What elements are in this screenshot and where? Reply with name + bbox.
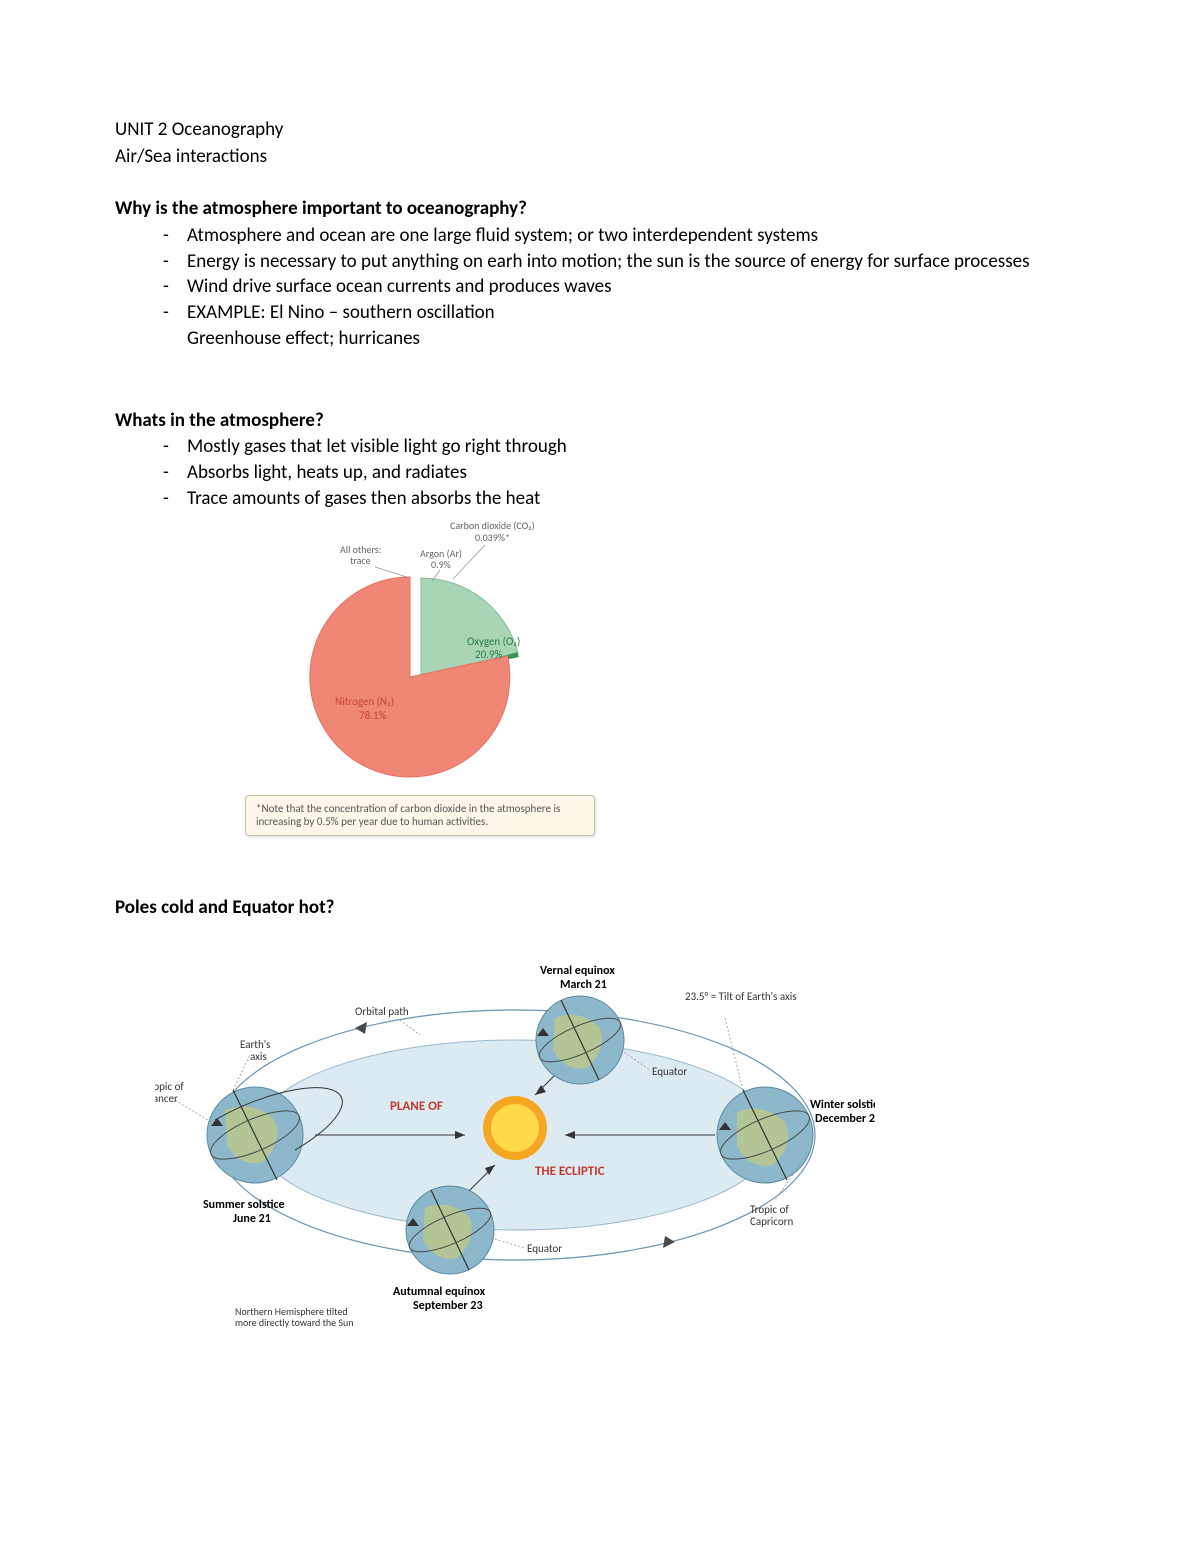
list-item: EXAMPLE: El Nino – southern oscillation bbox=[163, 301, 1085, 326]
section2-bullets: Mostly gases that let visible light go r… bbox=[115, 435, 1085, 511]
svg-text:Equator: Equator bbox=[652, 1065, 687, 1078]
section3-title: Poles cold and Equator hot? bbox=[115, 896, 1085, 921]
svg-text:Cancer: Cancer bbox=[155, 1092, 178, 1105]
svg-text:Capricorn: Capricorn bbox=[750, 1215, 793, 1228]
oxygen-value: 20.9% bbox=[475, 648, 503, 661]
svg-text:23.5° = Tilt of Earth's axis: 23.5° = Tilt of Earth's axis bbox=[685, 990, 797, 1003]
svg-text:Winter solstice: Winter solstice bbox=[810, 1098, 875, 1112]
list-item: Energy is necessary to put anything on e… bbox=[163, 250, 1085, 275]
ecliptic-orbit-diagram: PLANE OF THE ECLIPTIC Earth's axis Tropi… bbox=[155, 940, 875, 1330]
list-item: Trace amounts of gases then absorbs the … bbox=[163, 487, 1085, 512]
svg-text:Autumnal equinox: Autumnal equinox bbox=[393, 1285, 486, 1299]
section1-continuation: Greenhouse effect; hurricanes bbox=[115, 327, 1085, 352]
nitrogen-value: 78.1% bbox=[359, 709, 387, 722]
svg-text:Equator: Equator bbox=[527, 1242, 562, 1255]
pie-chart-container: Carbon dioxide (CO₂) 0.039%* All others:… bbox=[235, 517, 1085, 835]
sun-inner bbox=[491, 1104, 539, 1152]
plane-label-bottom: THE ECLIPTIC bbox=[535, 1164, 605, 1179]
svg-text:September 23: September 23 bbox=[413, 1299, 483, 1313]
orbital-path-label: Orbital path bbox=[355, 1005, 409, 1018]
svg-text:March 21: March 21 bbox=[560, 978, 607, 992]
svg-text:Vernal equinox: Vernal equinox bbox=[540, 964, 615, 978]
pie-note-box: *Note that the concentration of carbon d… bbox=[245, 795, 595, 835]
section1-bullets: Atmosphere and ocean are one large fluid… bbox=[115, 224, 1085, 326]
nitrogen-label: Nitrogen (N₂) bbox=[335, 695, 394, 708]
svg-text:0.9%: 0.9% bbox=[431, 558, 451, 571]
svg-text:axis: axis bbox=[250, 1050, 267, 1063]
plane-label-top: PLANE OF bbox=[390, 1099, 443, 1114]
orbit-diagram-container: PLANE OF THE ECLIPTIC Earth's axis Tropi… bbox=[155, 940, 1085, 1330]
list-item: Absorbs light, heats up, and radiates bbox=[163, 461, 1085, 486]
unit-title: UNIT 2 Oceanography bbox=[115, 118, 1085, 143]
unit-subtitle: Air/Sea interactions bbox=[115, 145, 1085, 170]
oxygen-label: Oxygen (O₂) bbox=[467, 635, 520, 648]
section1-title: Why is the atmosphere important to ocean… bbox=[115, 197, 1085, 222]
section2-title: Whats in the atmosphere? bbox=[115, 409, 1085, 434]
svg-text:Summer solstice: Summer solstice bbox=[203, 1198, 285, 1212]
list-item: Atmosphere and ocean are one large fluid… bbox=[163, 224, 1085, 249]
svg-text:trace: trace bbox=[350, 554, 371, 567]
atmosphere-pie-chart: Carbon dioxide (CO₂) 0.039%* All others:… bbox=[235, 517, 635, 787]
list-item: Mostly gases that let visible light go r… bbox=[163, 435, 1085, 460]
svg-text:June 21: June 21 bbox=[233, 1212, 271, 1226]
svg-text:more directly toward the Sun: more directly toward the Sun bbox=[235, 1316, 354, 1329]
svg-text:0.039%*: 0.039%* bbox=[475, 531, 510, 544]
svg-text:December 22: December 22 bbox=[815, 1112, 875, 1126]
list-item: Wind drive surface ocean currents and pr… bbox=[163, 275, 1085, 300]
